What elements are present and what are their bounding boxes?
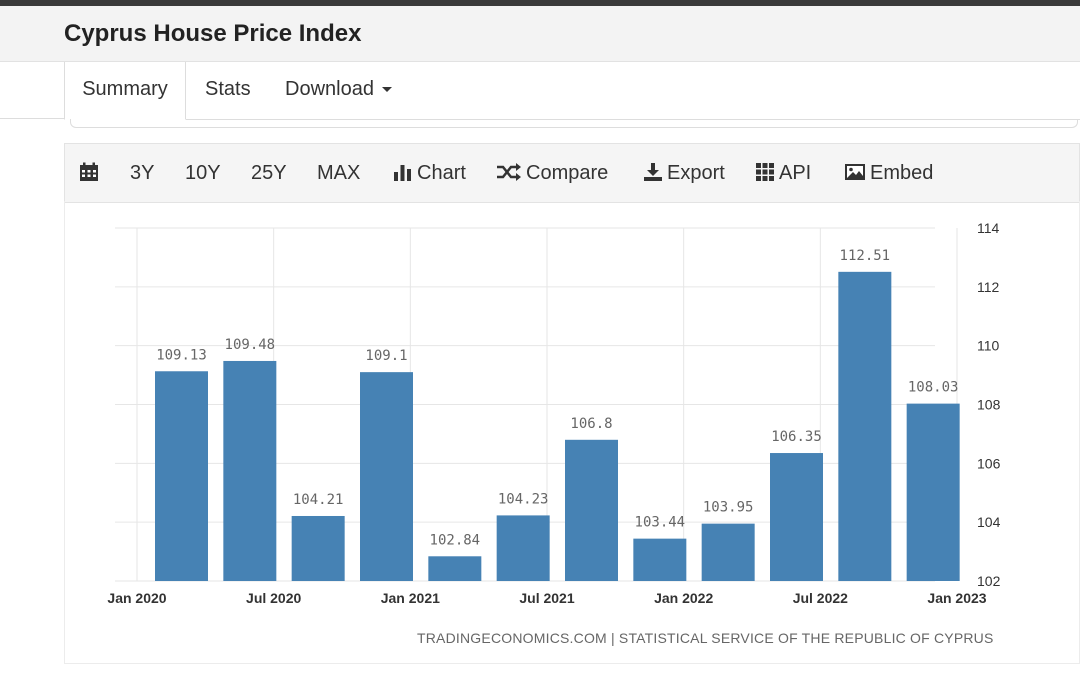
grid-icon xyxy=(756,162,774,181)
api-button[interactable]: API xyxy=(755,144,811,202)
y-tick-label: 110 xyxy=(977,338,1000,354)
tab-summary-label: Summary xyxy=(82,78,168,100)
chart-toolbar: 3Y 10Y 25Y MAX Chart Compare Export API … xyxy=(64,143,1080,203)
export-label: Export xyxy=(667,162,725,184)
tab-bar: Summary Stats Download xyxy=(64,62,1080,120)
x-tick-label: Jul 2020 xyxy=(246,590,301,606)
x-tick-label: Jul 2022 xyxy=(793,590,848,606)
bar-value-label: 109.13 xyxy=(156,347,207,363)
bar xyxy=(223,360,277,581)
bar-chart-icon xyxy=(394,164,411,181)
range-10y-button[interactable]: 10Y xyxy=(185,162,221,184)
image-icon xyxy=(845,163,865,180)
embed-label: Embed xyxy=(870,162,934,184)
bar-value-label: 104.21 xyxy=(293,492,344,508)
bar-value-label: 103.44 xyxy=(635,515,686,531)
bar xyxy=(291,515,345,581)
compare-label: Compare xyxy=(526,162,609,184)
calendar-icon[interactable] xyxy=(79,144,103,202)
y-tick-label: 112 xyxy=(977,279,1000,295)
caret-down-icon xyxy=(381,87,392,93)
x-tick-label: Jan 2022 xyxy=(654,590,713,606)
top-strip xyxy=(0,0,1080,6)
chart-type-label: Chart xyxy=(417,162,466,184)
x-tick-label: Jan 2020 xyxy=(107,590,166,606)
x-tick-label: Jul 2021 xyxy=(519,590,574,606)
tab-summary[interactable]: Summary xyxy=(64,62,186,120)
range-3y-button[interactable]: 3Y xyxy=(130,162,155,184)
bar-value-label: 104.23 xyxy=(498,491,549,507)
x-tick-label: Jan 2023 xyxy=(927,590,986,606)
bar xyxy=(428,556,482,581)
left-panel-edge xyxy=(0,62,64,119)
y-tick-label: 104 xyxy=(977,514,1001,530)
chart-type-button[interactable]: Chart xyxy=(393,144,466,202)
download-icon xyxy=(644,162,662,181)
bar-value-label: 108.03 xyxy=(908,380,959,396)
y-tick-label: 102 xyxy=(977,573,1001,589)
range-25y-button[interactable]: 25Y xyxy=(251,162,287,184)
bar xyxy=(633,538,687,581)
y-tick-label: 114 xyxy=(977,220,1000,236)
bar xyxy=(906,403,960,581)
tab-stats[interactable]: Stats xyxy=(205,62,251,118)
bar-chart: 102 104 106 108 110 112 114 Jan 2020 Jul 2020 Jan… xyxy=(107,220,1001,606)
y-tick-label: 108 xyxy=(977,397,1001,413)
bar-value-label: 112.51 xyxy=(840,248,891,264)
x-tick-label: Jan 2021 xyxy=(381,590,440,606)
bar xyxy=(701,523,755,581)
bar-value-label: 109.48 xyxy=(225,337,276,353)
bar-value-label: 106.8 xyxy=(570,416,612,432)
tab-download-label: Download xyxy=(285,78,374,100)
page-title: Cyprus House Price Index xyxy=(64,20,362,47)
bar-value-label: 102.84 xyxy=(430,532,481,548)
bar xyxy=(838,271,892,581)
source-credit: TRADINGECONOMICS.COM | STATISTICAL SERVI… xyxy=(417,630,994,646)
bar xyxy=(360,372,413,581)
bar xyxy=(770,453,823,581)
summary-panel-edge xyxy=(70,119,1078,128)
y-tick-label: 106 xyxy=(977,455,1001,471)
bar-value-label: 103.95 xyxy=(703,500,754,516)
chart-area: 102 104 106 108 110 112 114 Jan 2020 Jul 2020 Jan… xyxy=(64,201,1080,664)
bar xyxy=(496,515,550,581)
bar xyxy=(155,371,208,581)
shuffle-icon xyxy=(497,162,521,181)
bar-value-label: 109.1 xyxy=(365,348,407,364)
range-max-button[interactable]: MAX xyxy=(317,162,361,184)
title-bar: Cyprus House Price Index xyxy=(0,6,1080,62)
tab-stats-label: Stats xyxy=(205,78,251,100)
embed-button[interactable]: Embed xyxy=(844,144,933,202)
export-button[interactable]: Export xyxy=(643,144,725,202)
bar xyxy=(565,439,618,581)
bar-value-label: 106.35 xyxy=(771,429,822,445)
compare-button[interactable]: Compare xyxy=(496,144,608,202)
tab-download[interactable]: Download xyxy=(285,62,392,118)
api-label: API xyxy=(779,162,812,184)
